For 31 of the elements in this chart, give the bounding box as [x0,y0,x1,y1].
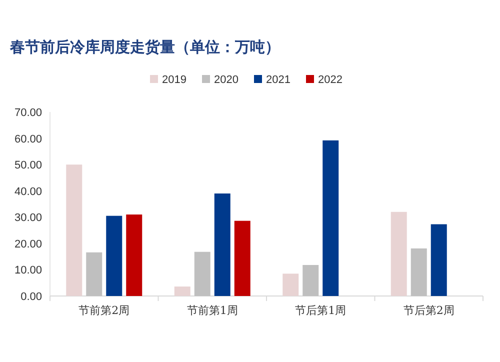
x-tick-label: 节后第1周 [295,304,346,317]
y-tick-label: 70.00 [14,107,42,119]
x-tick-label: 节前第2周 [78,304,130,317]
bar [282,274,299,296]
bar [174,286,190,296]
y-tick-label: 50.00 [14,160,42,172]
y-tick-label: 10.00 [14,264,42,277]
y-tick-label: 40.00 [14,186,42,198]
y-tick-label: 60.00 [14,133,42,146]
chart-title: 春节前后冷库周度走货量（单位：万吨） [9,38,280,56]
x-tick-label: 节前第1周 [186,304,238,317]
bar [430,224,447,296]
y-tick-label: 0.00 [20,291,42,303]
y-tick-label: 30.00 [14,212,42,224]
bar [214,193,230,296]
bar [106,216,122,296]
legend-label: 2022 [318,74,342,86]
bar [234,220,250,296]
legend-label: 2021 [266,74,290,86]
y-tick-label: 20.00 [14,238,42,250]
x-tick-label: 节后第2周 [403,304,454,317]
legend-label: 2020 [214,74,238,86]
bar [410,248,427,296]
bar [302,264,319,296]
bar [66,164,82,296]
bar [390,212,407,296]
bar [126,214,142,296]
bar [86,252,102,296]
bar [322,140,339,296]
legend-label: 2019 [162,74,186,86]
bar [194,252,210,296]
